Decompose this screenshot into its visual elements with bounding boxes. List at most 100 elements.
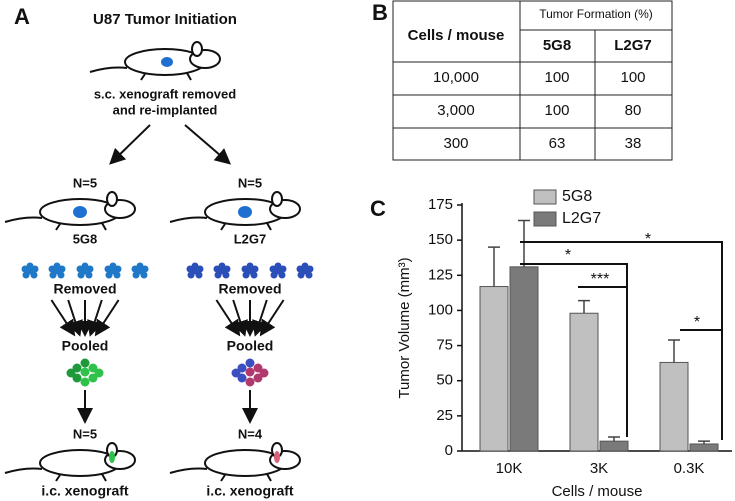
arrow [252,299,268,337]
mouse-tail [169,216,208,223]
significance-mark: * [645,231,651,248]
pooled-cluster [237,363,247,373]
error-bar [698,440,710,444]
significance-bracket [680,329,723,440]
tumor-cluster [274,267,282,275]
tumor-cluster [301,267,309,275]
tumor-cluster [81,267,89,275]
bar [509,266,539,452]
mouse-tail [4,467,43,474]
step-text: i.c. xenograft [206,483,293,499]
error-bar [578,299,590,314]
table-border [392,0,673,161]
table-cell: 38 [625,135,642,152]
tumor-cluster [246,267,254,275]
step-text: N=5 [73,426,97,441]
mouse-ear [191,41,203,57]
step-text: s.c. xenograft removed [94,86,236,101]
pooled-cluster [231,368,241,378]
diagram-title: U87 Tumor Initiation [93,11,237,28]
y-tick-label: 75 [436,337,453,354]
table-cell: 100 [544,69,569,86]
table-header: Cells / mouse [408,27,505,44]
y-tick-label: 150 [428,231,453,248]
pooled-cluster [253,373,263,383]
significance-bracket [520,263,628,437]
mouse-leg [101,222,107,231]
legend-label: L2G7 [562,210,601,227]
y-tick-label: 125 [428,266,453,283]
step-text: Removed [218,281,281,297]
step-text: Pooled [227,338,274,354]
pooled-cluster [66,368,76,378]
pooled-cluster [80,367,90,377]
table-cell: 300 [443,135,468,152]
significance-mark: * [694,314,700,331]
pooled-cluster [253,363,263,373]
mouse-leg [55,223,61,231]
tumor-cluster [26,267,34,275]
panel-label: A [14,4,30,29]
tumor [73,206,87,218]
pooled-cluster [72,373,82,383]
legend-label: 5G8 [562,188,592,205]
mouse-icon [169,191,301,231]
y-tick-label: 100 [428,301,453,318]
step-text: i.c. xenograft [41,483,128,499]
pooled-cluster [80,377,90,387]
step-text: and re-implanted [113,102,218,117]
mouse-leg [220,474,226,482]
bar [689,443,719,452]
tumor-cluster [136,267,144,275]
pooled-cluster [245,358,255,368]
y-tick-label: 0 [445,442,453,459]
table-cell: 10,000 [433,69,479,86]
significance-mark: *** [591,271,610,288]
pooled-cluster [245,377,255,387]
tumor [274,451,280,463]
bar [569,312,599,452]
tumor [109,451,115,463]
pooled-cluster [88,373,98,383]
y-axis-label: Tumor Volume (mm³) [396,257,413,398]
step-text: N=4 [238,426,263,441]
pooled-cluster [237,373,247,383]
legend-swatch [533,189,557,205]
mouse-tail [89,66,128,73]
bar [659,361,689,452]
table-header: Tumor Formation (%) [539,7,653,21]
pooled-cluster [80,358,90,368]
y-tick-label: 25 [436,407,453,424]
mouse-leg [220,223,226,231]
x-axis-label: Cells / mouse [552,483,643,500]
step-text: N=5 [73,175,97,190]
pooled-cluster [245,367,255,377]
panel-label: C [370,196,386,221]
step-text: L2G7 [234,231,267,246]
significance-mark: * [565,247,571,264]
tumor-cluster [191,267,199,275]
mouse-leg [266,222,272,231]
step-text: Pooled [62,338,109,354]
error-bar [668,339,680,363]
mouse-ear [271,191,283,207]
significance-bracket [520,241,723,425]
x-tick-label: 3K [590,460,608,477]
table-cell: 80 [625,102,642,119]
pooled-cluster [88,363,98,373]
mouse-ear [106,191,118,207]
table [392,0,673,161]
pooled-cluster [259,368,269,378]
y-tick-label: 175 [428,196,453,213]
bar [599,440,629,452]
tumor [238,206,252,218]
panel-label: B [372,0,388,25]
arrow [184,124,232,165]
error-bar [488,246,500,287]
mouse-icon [169,442,301,482]
tumor [161,57,173,67]
table-cell: 100 [620,69,645,86]
mouse-leg [101,473,107,482]
mouse-icon [89,41,221,81]
y-tick-label: 50 [436,372,453,389]
